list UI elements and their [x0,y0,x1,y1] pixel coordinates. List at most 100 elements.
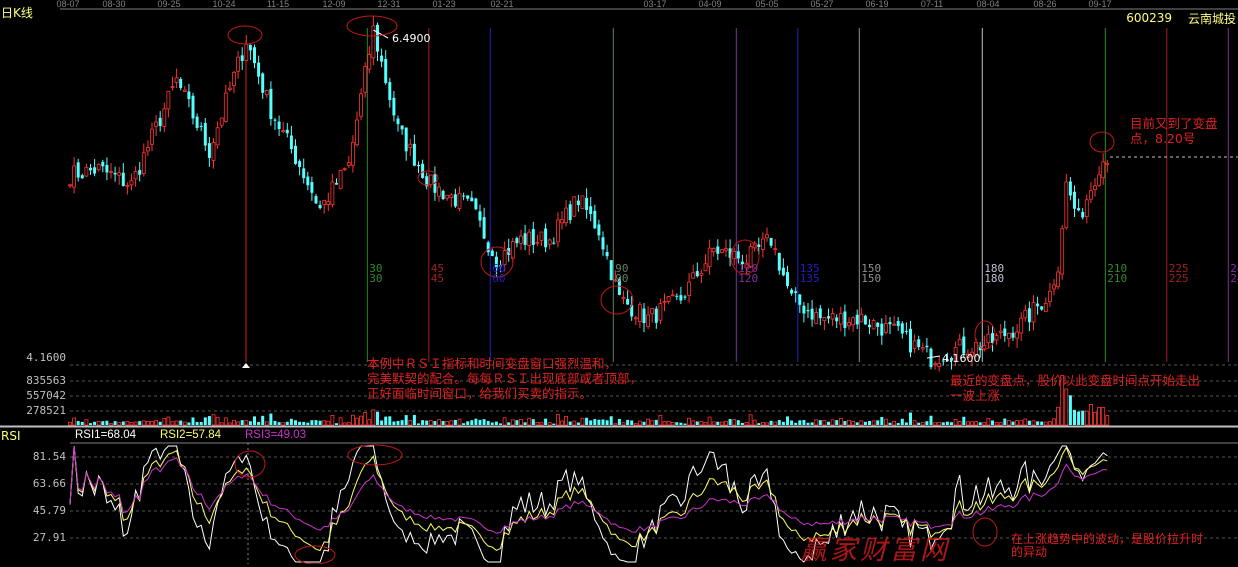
candle-down [400,125,404,130]
candle-up [350,141,355,166]
volume-bar [1068,395,1072,425]
volume-bar [814,419,819,426]
candle-up [998,330,1003,333]
volume-bar [691,420,696,426]
candle-down [868,324,871,328]
volume-bar [790,420,794,425]
volume-bar [257,421,261,425]
candle-up [437,186,441,197]
volume-bar [593,419,597,425]
volume-bar [835,420,839,425]
rsi-tick: 81.54 [32,450,66,463]
volume-bar [810,422,814,425]
volume-bar [966,421,970,426]
candle-up [687,281,691,296]
candle-up [371,25,376,59]
candle-up [141,152,146,174]
volume-bar [601,419,605,425]
candle-up [519,235,523,244]
candle-down [269,88,273,120]
volume-bar [736,420,740,425]
volume-bar [404,415,408,425]
candle-down [285,129,289,134]
candle-down [203,122,207,146]
volume-bar [457,418,462,426]
candle-up [338,170,343,190]
candle-down [1036,303,1040,307]
volume-bar [830,419,835,426]
candle-down [470,197,474,202]
candle-down [1068,181,1072,196]
volume-bar [1003,418,1007,425]
date-tick: 06-19 [865,0,889,9]
candle-down [962,336,966,354]
candle-up [355,119,359,146]
candle-down [593,210,597,229]
volume-bar [941,422,945,425]
candle-down [80,175,84,179]
annotation-circle [480,246,514,278]
volume-bar [695,421,699,425]
time-window-label: 225 225 [1168,262,1189,285]
main-annotation: 本例中ＲＳＩ指标和时间变盘窗口强烈温和， 完美默契的配合。每每ＲＳＩ出现底部或者… [367,356,642,401]
candle-down [777,252,781,271]
volume-bar [170,421,175,426]
volume-bar [666,420,671,426]
candle-up [232,72,236,87]
candle-down [1040,306,1044,310]
volume-bar [388,416,392,425]
candle-up [580,195,585,210]
volume-bar [539,422,544,426]
candle-down [76,162,80,178]
candle-up [633,317,638,320]
candle-up [859,313,864,323]
rsi-tick: 63.66 [32,477,66,490]
volume-bar [1036,421,1040,425]
volume-bar [798,420,802,425]
stock-code: 600239 [1126,11,1172,25]
volume-bar [675,422,679,425]
candle-down [601,237,605,250]
volume-bar [658,414,663,426]
volume-bar [350,414,355,426]
candle-up [765,234,769,239]
volume-bar [510,419,515,426]
volume-bar [888,422,892,425]
candle-up [145,147,150,152]
candle-up [125,184,130,187]
volume-bar [223,417,228,426]
volume-bar [838,417,843,426]
volume-bar [84,419,89,426]
candle-up [219,117,224,126]
candle-up [851,317,855,326]
candle-down [798,294,802,305]
candle-up [367,54,372,70]
volume-bar [535,422,540,426]
candle-up [871,320,876,330]
volume-bar [568,421,572,425]
volume-bar [609,416,613,425]
volume-bar [859,420,864,426]
volume-bar [421,420,425,425]
volume-bar [761,422,765,426]
volume-bar [199,422,203,425]
volume-bar [162,418,167,426]
candle-up [154,121,159,127]
volume-bar [478,419,482,425]
date-tick: 01-23 [432,0,456,9]
candle-down [482,217,486,239]
candle-down [802,305,806,314]
candle-up [953,347,958,362]
candle-down [818,308,822,319]
candle-up [68,184,72,187]
volume-bar [264,421,269,426]
candle-up [920,347,925,350]
candle-up [1060,228,1065,275]
volume-bar [827,421,830,425]
stock-name: 云南城投 [1188,12,1237,26]
volume-bar [141,420,146,426]
volume-bar [633,423,638,426]
time-window-label: 45 45 [430,262,445,285]
volume-bar [950,422,953,425]
volume-bar [182,421,187,426]
